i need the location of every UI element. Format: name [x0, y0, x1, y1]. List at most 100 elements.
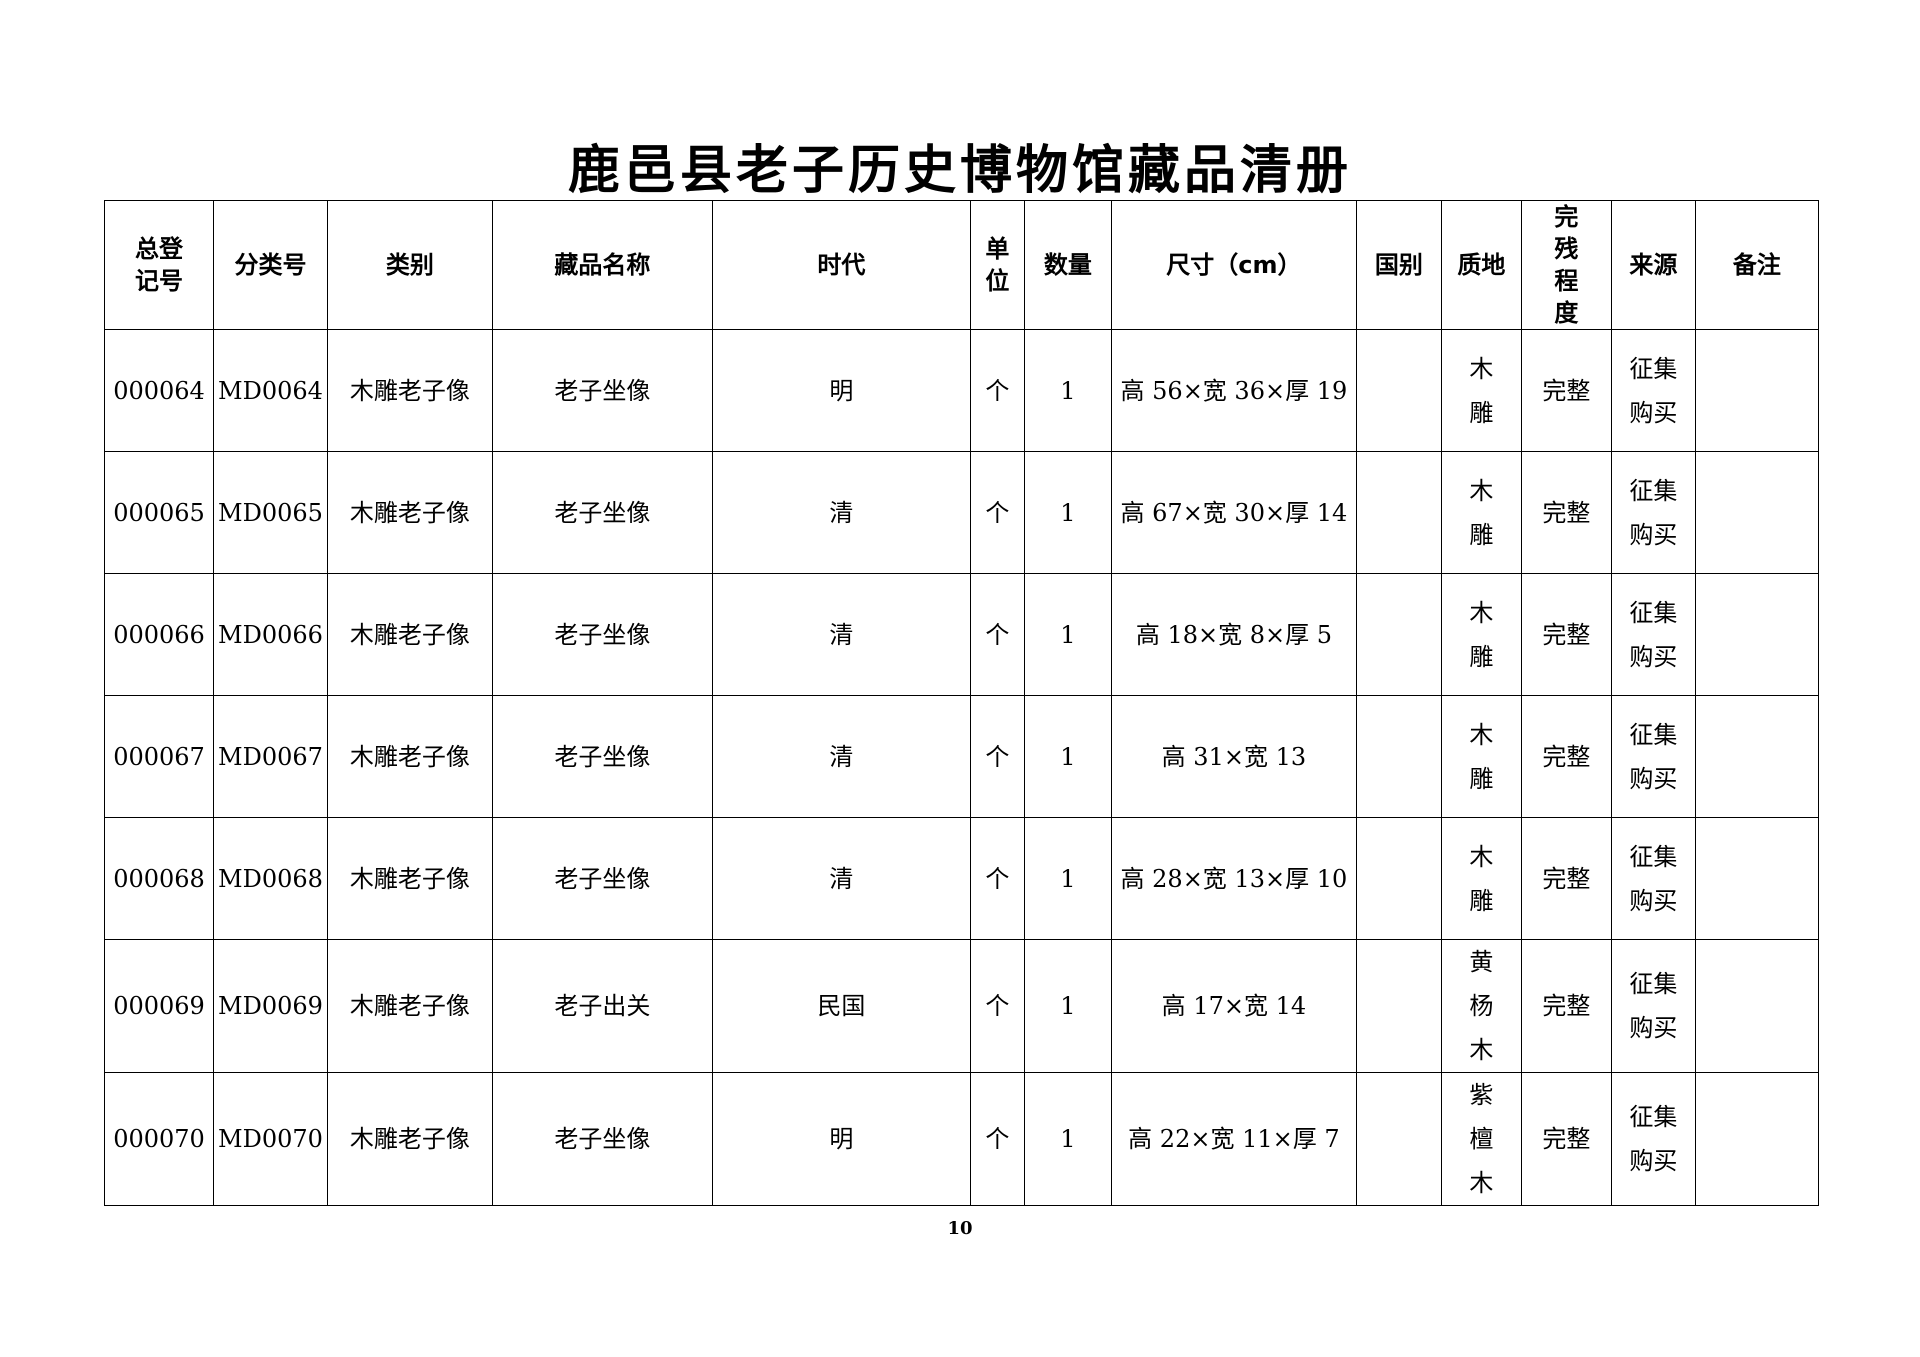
table-cell: 完整 — [1520, 817, 1612, 940]
table-cell: 高 67×宽 30×厚 14 — [1110, 451, 1357, 574]
table-cell: 1 — [1023, 695, 1112, 818]
collection-table: 总登记号 分类号 类别 藏品名称 时代 单位 数量 尺寸（cm） 国别 质地 完残程度 来源 备注 00… — [104, 200, 1819, 1206]
table-row: 000068 MD0068 木雕老子像 老子坐像清个 1 高 28×宽 13×厚 10 木雕… — [104, 817, 1819, 940]
document-title: 鹿邑县老子历史博物馆藏品清册 — [567, 141, 1352, 201]
table-cell: 清 — [711, 573, 971, 696]
table-row: 000065 MD0065 木雕老子像 老子坐像清个 1 高 67×宽 30×厚 14 木雕… — [104, 451, 1819, 574]
table-cell: 完整 — [1520, 329, 1612, 452]
column-header: 质地 — [1440, 200, 1522, 330]
column-header: 藏品名称 — [491, 200, 713, 330]
table-cell — [1355, 451, 1442, 574]
table-cell — [1694, 573, 1819, 696]
table-cell: 个 — [969, 939, 1025, 1073]
table-cell: 清 — [711, 451, 971, 574]
table-cell: 老子坐像 — [491, 1072, 713, 1206]
table-cell: 清 — [711, 695, 971, 818]
table-cell: 老子坐像 — [491, 329, 713, 452]
column-header: 备注 — [1694, 200, 1819, 330]
table-cell: MD0068 — [213, 817, 328, 940]
column-header: 时代 — [711, 200, 971, 330]
table-cell: 木雕老子像 — [326, 573, 493, 696]
table-cell: 1 — [1023, 451, 1112, 574]
table-cell: 民国 — [711, 939, 971, 1073]
table-row: 000066 MD0066 木雕老子像 老子坐像清个 1 高 18×宽 8×厚 5 木雕 完整… — [104, 573, 1819, 696]
table-cell: 1 — [1023, 329, 1112, 452]
table-cell — [1355, 939, 1442, 1073]
table-cell: 木雕 — [1440, 573, 1522, 696]
column-header: 类别 — [326, 200, 493, 330]
table-cell: 个 — [969, 817, 1025, 940]
column-header: 完残程度 — [1520, 200, 1612, 330]
table-cell: 000069 — [104, 939, 214, 1073]
table-cell: 征集购买 — [1610, 329, 1696, 452]
table-cell — [1355, 1072, 1442, 1206]
table-cell: 老子出关 — [491, 939, 713, 1073]
column-header: 单位 — [969, 200, 1025, 330]
table-cell: 木雕 — [1440, 817, 1522, 940]
table-cell: 个 — [969, 1072, 1025, 1206]
table-cell: 木雕老子像 — [326, 451, 493, 574]
table-cell: 个 — [969, 695, 1025, 818]
table-cell: 老子坐像 — [491, 817, 713, 940]
table-cell: 1 — [1023, 1072, 1112, 1206]
table-cell: 高 56×宽 36×厚 19 — [1110, 329, 1357, 452]
table-cell: 000070 — [104, 1072, 214, 1206]
table-cell: 木雕老子像 — [326, 1072, 493, 1206]
table-cell: 完整 — [1520, 573, 1612, 696]
table-cell: 紫檀木 — [1440, 1072, 1522, 1206]
table-cell: 老子坐像 — [491, 451, 713, 574]
table-cell: 个 — [969, 329, 1025, 452]
table-cell — [1694, 939, 1819, 1073]
table-row: 000070 MD0070 木雕老子像 老子坐像明个 1 高 22×宽 11×厚 7 紫檀木… — [104, 1072, 1819, 1206]
table-cell: 高 31×宽 13 — [1110, 695, 1357, 818]
table-cell — [1694, 1072, 1819, 1206]
table-cell: 清 — [711, 817, 971, 940]
table-cell: 征集购买 — [1610, 817, 1696, 940]
table-cell: 木雕 — [1440, 695, 1522, 818]
table-cell: 黄杨木 — [1440, 939, 1522, 1073]
table-cell: 木雕老子像 — [326, 329, 493, 452]
table-cell: 000065 — [104, 451, 214, 574]
table-cell: 征集购买 — [1610, 939, 1696, 1073]
table-cell: 个 — [969, 573, 1025, 696]
table-cell: 000067 — [104, 695, 214, 818]
table-cell: 高 18×宽 8×厚 5 — [1110, 573, 1357, 696]
table-cell: MD0066 — [213, 573, 328, 696]
table-cell: 木雕 — [1440, 451, 1522, 574]
table-cell: 完整 — [1520, 1072, 1612, 1206]
table-cell: MD0064 — [213, 329, 328, 452]
table-cell: 1 — [1023, 573, 1112, 696]
table-cell: 老子坐像 — [491, 573, 713, 696]
table-cell: MD0067 — [213, 695, 328, 818]
table-cell: 1 — [1023, 939, 1112, 1073]
table-cell: MD0070 — [213, 1072, 328, 1206]
table-cell: 高 17×宽 14 — [1110, 939, 1357, 1073]
table-cell: 000066 — [104, 573, 214, 696]
table-cell: 明 — [711, 329, 971, 452]
table-cell — [1355, 695, 1442, 818]
table-cell — [1355, 329, 1442, 452]
table-cell: 个 — [969, 451, 1025, 574]
table-cell: 完整 — [1520, 451, 1612, 574]
table-cell: 征集购买 — [1610, 451, 1696, 574]
table-cell: 高 28×宽 13×厚 10 — [1110, 817, 1357, 940]
column-header: 尺寸（cm） — [1110, 200, 1357, 330]
column-header: 总登记号 — [104, 200, 214, 330]
table-cell: 征集购买 — [1610, 573, 1696, 696]
table-cell: 高 22×宽 11×厚 7 — [1110, 1072, 1357, 1206]
table-cell: 完整 — [1520, 695, 1612, 818]
table-cell — [1694, 451, 1819, 574]
column-header: 国别 — [1355, 200, 1442, 330]
table-row: 000064 MD0064 木雕老子像 老子坐像明个 1 高 56×宽 36×厚 19 木雕… — [104, 329, 1819, 452]
column-header: 分类号 — [213, 200, 328, 330]
table-cell: 000068 — [104, 817, 214, 940]
table-cell: MD0069 — [213, 939, 328, 1073]
table-cell — [1355, 817, 1442, 940]
table-cell: MD0065 — [213, 451, 328, 574]
table-header-row: 总登记号 分类号 类别 藏品名称 时代 单位 数量 尺寸（cm） 国别 质地 完残程度 来源 备注 — [104, 200, 1819, 330]
table-cell: 木雕老子像 — [326, 939, 493, 1073]
table-cell: 征集购买 — [1610, 695, 1696, 818]
table-cell — [1355, 573, 1442, 696]
table-cell: 明 — [711, 1072, 971, 1206]
table-cell — [1694, 329, 1819, 452]
